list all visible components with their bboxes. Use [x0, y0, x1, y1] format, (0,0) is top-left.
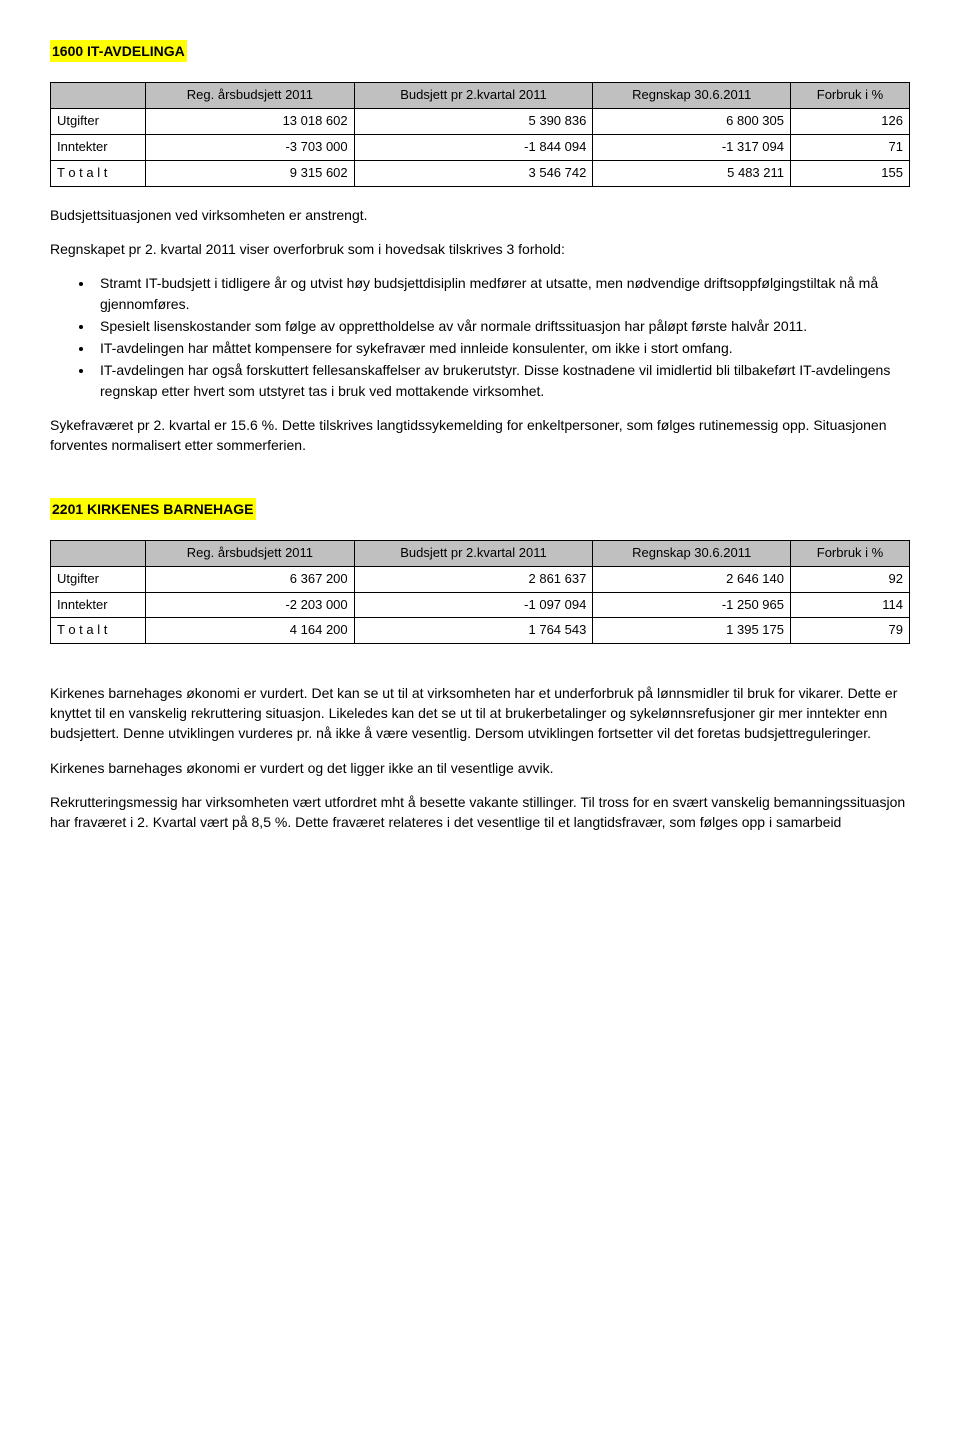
- table-cell: 9 315 602: [146, 160, 354, 186]
- table-cell: -1 844 094: [354, 134, 593, 160]
- table-cell: 71: [791, 134, 910, 160]
- table-cell: -1 317 094: [593, 134, 791, 160]
- table-cell: 92: [791, 566, 910, 592]
- paragraph: Budsjettsituasjonen ved virksomheten er …: [50, 205, 910, 225]
- table-cell: Inntekter: [51, 134, 146, 160]
- col-header: Regnskap 30.6.2011: [593, 83, 791, 109]
- col-header: Reg. årsbudsjett 2011: [146, 540, 354, 566]
- table-cell: 1 395 175: [593, 618, 791, 644]
- list-item: IT-avdelingen har også forskuttert felle…: [94, 360, 910, 401]
- table-cell: 155: [791, 160, 910, 186]
- table-cell: 114: [791, 592, 910, 618]
- table-cell: Inntekter: [51, 592, 146, 618]
- section-title-it: 1600 IT-AVDELINGA: [50, 40, 187, 62]
- table-cell: 5 390 836: [354, 109, 593, 135]
- table-cell: 2 861 637: [354, 566, 593, 592]
- table-row: Inntekter -3 703 000 -1 844 094 -1 317 0…: [51, 134, 910, 160]
- table-row: T o t a l t 9 315 602 3 546 742 5 483 21…: [51, 160, 910, 186]
- table-cell: 2 646 140: [593, 566, 791, 592]
- col-header: [51, 83, 146, 109]
- col-header: [51, 540, 146, 566]
- col-header: Regnskap 30.6.2011: [593, 540, 791, 566]
- paragraph: Kirkenes barnehages økonomi er vurdert o…: [50, 758, 910, 778]
- table-row: T o t a l t 4 164 200 1 764 543 1 395 17…: [51, 618, 910, 644]
- list-item: Spesielt lisenskostander som følge av op…: [94, 316, 910, 336]
- list-item: IT-avdelingen har måttet kompensere for …: [94, 338, 910, 358]
- col-header: Budsjett pr 2.kvartal 2011: [354, 540, 593, 566]
- table-cell: Utgifter: [51, 109, 146, 135]
- table-cell: 126: [791, 109, 910, 135]
- paragraph: Kirkenes barnehages økonomi er vurdert. …: [50, 683, 910, 744]
- col-header: Reg. årsbudsjett 2011: [146, 83, 354, 109]
- table-cell: Utgifter: [51, 566, 146, 592]
- col-header: Forbruk i %: [791, 83, 910, 109]
- bullet-list: Stramt IT-budsjett i tidligere år og utv…: [50, 273, 910, 401]
- table-cell: 4 164 200: [146, 618, 354, 644]
- table-cell: T o t a l t: [51, 618, 146, 644]
- table-cell: 79: [791, 618, 910, 644]
- table-cell: T o t a l t: [51, 160, 146, 186]
- budget-table-barnehage: Reg. årsbudsjett 2011 Budsjett pr 2.kvar…: [50, 540, 910, 644]
- table-cell: 1 764 543: [354, 618, 593, 644]
- col-header: Forbruk i %: [791, 540, 910, 566]
- table-cell: -1 250 965: [593, 592, 791, 618]
- table-cell: -2 203 000: [146, 592, 354, 618]
- table-row: Utgifter 6 367 200 2 861 637 2 646 140 9…: [51, 566, 910, 592]
- table-cell: 6 800 305: [593, 109, 791, 135]
- paragraph: Rekrutteringsmessig har virksomheten vær…: [50, 792, 910, 833]
- section-title-barnehage: 2201 KIRKENES BARNEHAGE: [50, 498, 256, 520]
- table-cell: 6 367 200: [146, 566, 354, 592]
- table-row: Inntekter -2 203 000 -1 097 094 -1 250 9…: [51, 592, 910, 618]
- paragraph: Sykefraværet pr 2. kvartal er 15.6 %. De…: [50, 415, 910, 456]
- table-cell: 13 018 602: [146, 109, 354, 135]
- col-header: Budsjett pr 2.kvartal 2011: [354, 83, 593, 109]
- table-cell: 3 546 742: [354, 160, 593, 186]
- table-cell: -3 703 000: [146, 134, 354, 160]
- table-cell: 5 483 211: [593, 160, 791, 186]
- list-item: Stramt IT-budsjett i tidligere år og utv…: [94, 273, 910, 314]
- table-cell: -1 097 094: [354, 592, 593, 618]
- table-row: Utgifter 13 018 602 5 390 836 6 800 305 …: [51, 109, 910, 135]
- paragraph: Regnskapet pr 2. kvartal 2011 viser over…: [50, 239, 910, 259]
- budget-table-it: Reg. årsbudsjett 2011 Budsjett pr 2.kvar…: [50, 82, 910, 186]
